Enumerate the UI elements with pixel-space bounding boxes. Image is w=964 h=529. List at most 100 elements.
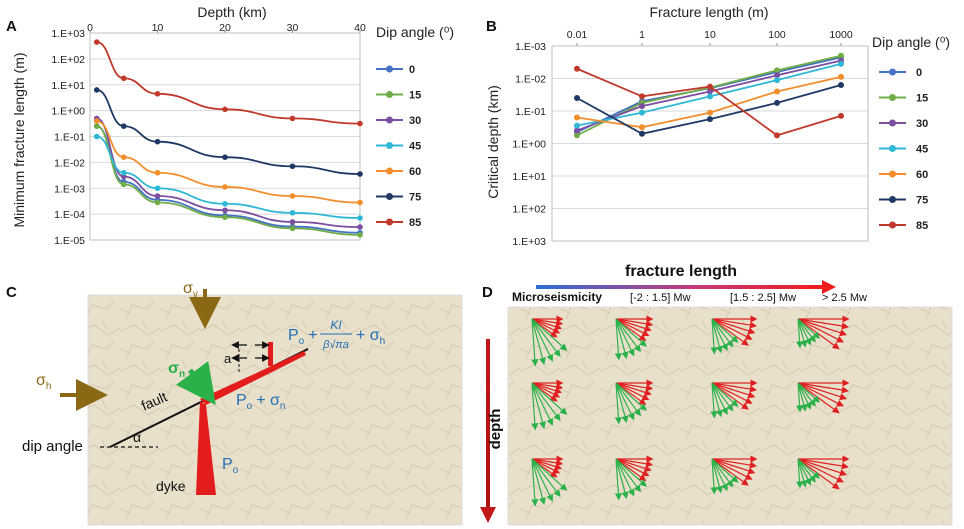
chart-b-point-30: [574, 127, 580, 134]
red-fracture-arrow: [531, 382, 564, 391]
chart-a-legend-label-0: 0: [409, 64, 415, 76]
green-fracture-arrow: [531, 458, 546, 505]
chart-a-ytick: 1.E-03: [54, 183, 85, 195]
red-fracture-arrow: [711, 318, 749, 346]
green-fracture-arrow: [711, 382, 739, 407]
chart-a-point-45: [120, 169, 127, 176]
chart-b-ytick: 1.E+03: [512, 236, 546, 248]
panel-letter-c: C: [6, 284, 17, 301]
green-fracture-arrow: [614, 318, 622, 361]
chart-a-point-85: [120, 75, 127, 82]
red-fracture-arrow: [615, 458, 650, 477]
crack-red: [268, 342, 273, 366]
panel-letter-b: B: [486, 18, 497, 35]
green-fracture-arrow: [711, 318, 734, 348]
green-fracture-arrow: [531, 458, 568, 491]
chart-a-point-60: [120, 154, 127, 160]
chart-a-point-15: [289, 225, 296, 232]
panel-letter-a: A: [6, 18, 17, 35]
green-fracture-arrow: [797, 382, 820, 403]
red-fracture-arrow: [797, 318, 849, 330]
chart-b-legend-marker-30: [889, 119, 896, 127]
chart-b-legend-label-60: 60: [916, 169, 928, 181]
paper-background-d: [507, 306, 953, 526]
chart-b-point-75: [574, 95, 580, 101]
green-fracture-arrow: [797, 318, 816, 343]
chart-b-point-75: [838, 82, 844, 88]
chart-b-ytick: 1.E-03: [515, 41, 546, 53]
chart-a-xtick: 40: [354, 22, 366, 34]
green-fracture-arrow: [615, 382, 635, 421]
chart-a-point-60: [154, 169, 161, 176]
chart-b-legend-label-45: 45: [916, 144, 928, 156]
green-fracture-arrow: [531, 318, 539, 367]
green-fracture-arrow: [615, 382, 647, 411]
green-fracture-arrow: [797, 318, 808, 348]
red-fracture-arrow: [615, 458, 654, 468]
chart-a-legend-marker-30: [386, 116, 393, 124]
green-fracture-arrow: [797, 458, 808, 488]
red-fracture-arrow: [711, 458, 756, 475]
chart-a-point-75: [154, 138, 161, 145]
sigma-n-arrow: [176, 361, 216, 406]
chart-b-point-60: [774, 88, 780, 95]
chart-b-point-30: [639, 103, 645, 110]
red-fracture-arrow: [615, 318, 654, 328]
red-fracture-arrow: [711, 318, 753, 340]
chart-a-series-line-45: [96, 135, 361, 219]
red-fracture-arrow: [615, 382, 650, 401]
depth-label: depth: [487, 409, 504, 450]
green-fracture-arrow: [531, 318, 568, 351]
fracture-length-label: fracture length: [625, 263, 737, 280]
fault-pressure-formula: Po + σn: [236, 392, 285, 412]
chart-a-point-85: [93, 39, 100, 45]
green-fracture-arrow: [797, 318, 812, 346]
red-fracture-arrow: [711, 382, 749, 410]
chart-b-legend-label-0: 0: [916, 67, 922, 79]
chart-b-point-45: [639, 109, 645, 116]
chart-a-xtick: 10: [152, 22, 164, 34]
chart-b-point-60: [838, 73, 844, 80]
chart-a-point-45: [222, 200, 228, 207]
chart-a-legend-label-75: 75: [409, 192, 421, 204]
chart-a-xtick: 30: [287, 22, 299, 34]
chart-a-xtick: 20: [219, 22, 231, 34]
red-fracture-arrow: [531, 382, 563, 394]
chart-b-ytick: 1.E-01: [515, 106, 546, 118]
green-fracture-arrow: [531, 382, 553, 426]
chart-a-point-60: [289, 193, 296, 199]
green-fracture-arrow: [797, 382, 808, 412]
red-fracture-arrow: [711, 382, 753, 404]
chart-a: Depth (km) Minimum fracture length (m) D…: [11, 4, 454, 247]
red-fracture-arrow: [711, 382, 756, 399]
green-fracture-arrow: [531, 318, 546, 365]
red-fracture-arrow: [711, 318, 758, 329]
fan-grid: [531, 315, 850, 507]
chart-b-point-15: [574, 132, 580, 139]
green-fracture-arrow: [615, 382, 629, 424]
green-fracture-arrow: [531, 458, 553, 502]
green-fracture-arrow: [615, 318, 647, 347]
green-fracture-arrow: [531, 458, 539, 507]
chart-a-point-15: [357, 232, 363, 238]
chart-a-point-60: [93, 118, 100, 124]
red-fracture-arrow: [797, 382, 849, 394]
chart-b-legend-marker-15: [889, 94, 896, 101]
chart-b-xlabel: Fracture length (m): [649, 4, 768, 20]
chart-a-ytick: 1.E+03: [51, 28, 85, 40]
chart-a-point-30: [120, 173, 127, 180]
sigma-n-label: σn: [168, 360, 185, 380]
red-fracture-arrow: [711, 382, 758, 393]
chart-a-point-30: [222, 207, 228, 214]
chart-b-legend-title: Dip angle (⁰): [872, 34, 950, 50]
chart-a-legend-title: Dip angle (⁰): [376, 24, 454, 40]
chart-a-legend-label-60: 60: [409, 166, 421, 178]
chart-b-legend-marker-75: [889, 196, 896, 203]
chart-a-ylabel: Minimum fracture length (m): [11, 52, 27, 227]
chart-b-ytick: 1.E+00: [512, 139, 546, 151]
chart-b-legend-label-15: 15: [916, 93, 928, 105]
green-fracture-arrow: [710, 318, 718, 355]
chart-a-point-75: [289, 163, 296, 170]
chart-a-point-60: [357, 199, 363, 206]
chart-b-ylabel: Critical depth (km): [485, 85, 501, 199]
